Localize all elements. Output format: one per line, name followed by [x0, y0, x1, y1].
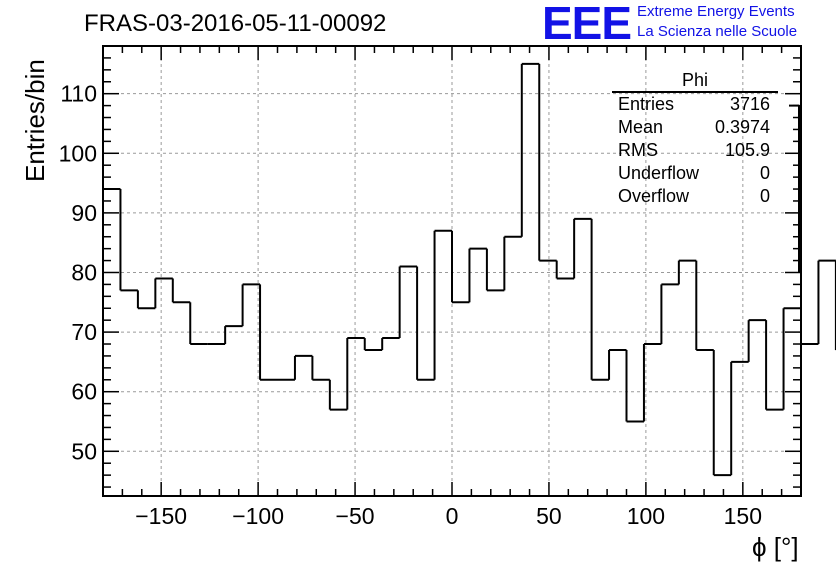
x-axis-label: ϕ [°]	[752, 532, 799, 562]
stats-value: 105.9	[724, 140, 770, 160]
y-tick-label: 60	[71, 379, 97, 405]
stats-value: 0	[759, 186, 770, 206]
x-tick-label: 0	[446, 503, 459, 529]
x-tick-label: 100	[627, 503, 665, 529]
x-tick-label: −150	[135, 503, 187, 529]
y-tick-label: 110	[60, 81, 97, 107]
stats-label: Overflow	[618, 186, 690, 206]
y-tick-label: 90	[71, 200, 97, 226]
stats-box: Phi Entries 3716 Mean 0.3974 RMS 105.9 U…	[612, 70, 778, 208]
stats-label: RMS	[618, 140, 658, 160]
logo-caption: Extreme Energy Events La Scienza nelle S…	[637, 2, 797, 42]
stats-box-title: Phi	[612, 70, 778, 93]
stats-row-underflow: Underflow 0	[612, 162, 778, 185]
stats-value: 3716	[729, 94, 770, 114]
y-tick-label: 70	[71, 319, 97, 345]
stats-value: 0	[759, 163, 770, 183]
logo-line-1: Extreme Energy Events	[637, 3, 795, 20]
stats-label: Mean	[618, 117, 664, 137]
y-tick-label: 80	[71, 259, 97, 285]
stats-value: 0.3974	[714, 117, 770, 137]
x-tick-label: 150	[724, 503, 762, 529]
x-tick-label: −100	[232, 503, 284, 529]
stats-row-entries: Entries 3716	[612, 93, 778, 116]
y-axis-label: Entries/bin	[20, 59, 50, 182]
stats-row-mean: Mean 0.3974	[612, 116, 778, 139]
x-tick-label: 50	[536, 503, 562, 529]
stats-row-overflow: Overflow 0	[612, 185, 778, 208]
x-tick-label: −50	[336, 503, 375, 529]
stats-label: Underflow	[618, 163, 700, 183]
logo-line-2: La Scienza nelle Scuole	[637, 23, 798, 40]
stats-row-rms: RMS 105.9	[612, 139, 778, 162]
eee-logo: EEE	[542, 0, 632, 49]
y-tick-label: 100	[59, 140, 97, 166]
y-tick-label: 50	[71, 438, 97, 464]
stats-label: Entries	[618, 94, 675, 114]
chart-title: FRAS-03-2016-05-11-00092	[84, 10, 387, 37]
